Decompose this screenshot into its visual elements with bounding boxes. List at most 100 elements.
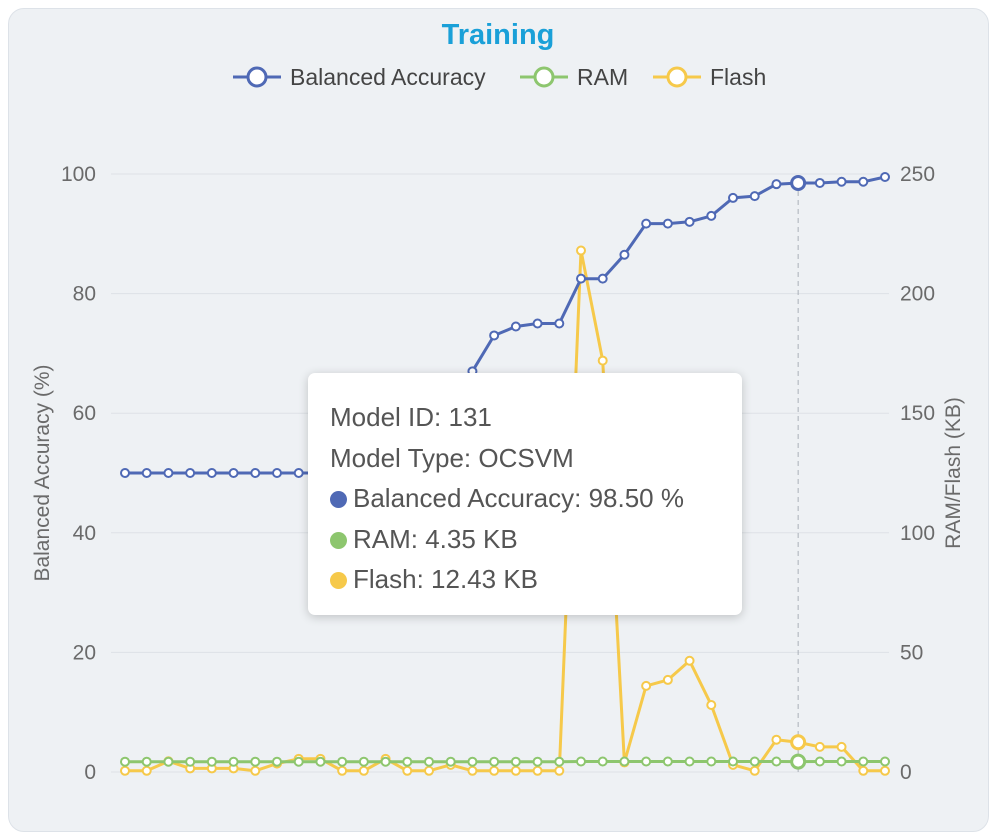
- tooltip-model-id: Model ID: 131: [330, 402, 492, 432]
- data-point: [272, 756, 282, 767]
- left-tick-label: 80: [73, 283, 96, 306]
- data-point: [554, 765, 565, 776]
- data-point: [858, 756, 869, 767]
- data-point: [662, 674, 673, 685]
- data-point: [402, 756, 413, 767]
- data-point: [206, 756, 217, 767]
- data-point: [185, 756, 196, 767]
- legend-marker: [533, 66, 555, 88]
- data-point: [880, 756, 890, 767]
- data-point: [641, 680, 652, 691]
- data-point: [120, 468, 130, 478]
- accuracy-dot-icon: [330, 491, 347, 508]
- data-point: [163, 468, 174, 478]
- data-point: [141, 756, 152, 767]
- data-point: [771, 756, 782, 767]
- data-point: [771, 179, 782, 190]
- data-point: [120, 756, 130, 767]
- data-point: [445, 756, 456, 767]
- data-point: [790, 734, 807, 751]
- data-point: [228, 468, 239, 478]
- data-point: [684, 216, 695, 227]
- data-point: [728, 756, 738, 767]
- left-axis-title: Balanced Accuracy (%): [31, 364, 54, 581]
- data-point: [576, 245, 586, 256]
- tooltip-flash-row: Flash: 12.43 KB: [330, 559, 742, 600]
- data-point: [597, 273, 608, 284]
- data-point: [662, 218, 673, 229]
- left-tick-label: 40: [73, 522, 96, 545]
- data-point: [597, 355, 608, 366]
- data-point: [880, 765, 890, 776]
- legend: Balanced Accuracy RAM Flash: [233, 64, 766, 90]
- data-point: [467, 756, 478, 767]
- flash-dot-icon: [330, 572, 347, 589]
- right-tick-label: 150: [900, 402, 935, 425]
- data-point: [554, 756, 565, 767]
- data-point: [554, 318, 565, 329]
- left-tick-label: 20: [73, 641, 96, 664]
- data-point: [510, 756, 521, 767]
- data-point: [489, 765, 500, 776]
- data-point: [293, 468, 304, 478]
- data-point: [163, 756, 174, 767]
- data-point: [706, 210, 717, 221]
- data-point: [510, 321, 521, 332]
- right-tick-label: 250: [900, 163, 935, 186]
- data-point: [836, 756, 847, 767]
- legend-marker: [246, 66, 268, 88]
- tooltip-ram: RAM: 4.35 KB: [353, 523, 518, 554]
- data-point: [619, 249, 630, 260]
- tooltip-ram-row: RAM: 4.35 KB: [330, 519, 742, 560]
- data-point: [315, 756, 326, 767]
- tooltip-model-type: Model Type: OCSVM: [330, 442, 574, 473]
- data-point: [489, 330, 500, 341]
- data-point: [532, 765, 543, 776]
- data-point: [424, 765, 434, 776]
- data-point: [771, 734, 782, 745]
- data-point: [749, 191, 760, 202]
- data-point: [706, 700, 717, 711]
- data-point: [749, 765, 760, 776]
- legend-label: Flash: [710, 64, 766, 90]
- data-point: [358, 756, 369, 767]
- data-point: [250, 468, 261, 478]
- data-point: [880, 171, 890, 182]
- data-point: [684, 756, 695, 767]
- data-point: [337, 756, 348, 767]
- data-point: [185, 468, 196, 478]
- right-tick-label: 100: [900, 522, 935, 545]
- legend-marker: [666, 66, 688, 88]
- data-point: [641, 218, 652, 229]
- data-point: [836, 741, 847, 752]
- data-point: [272, 468, 282, 478]
- hover-tooltip: Model ID: 131 Model Type: OCSVM Balanced…: [308, 373, 742, 615]
- data-point: [141, 765, 152, 776]
- right-tick-label: 200: [900, 283, 935, 306]
- data-point: [467, 765, 478, 776]
- data-point: [706, 756, 717, 767]
- tooltip-accuracy: Balanced Accuracy: 98.50 %: [353, 483, 684, 513]
- data-point: [814, 741, 825, 752]
- chart-title: Training: [442, 19, 555, 51]
- right-tick-label: 50: [900, 641, 923, 664]
- data-point: [858, 765, 869, 776]
- data-point: [749, 756, 760, 767]
- legend-label: Balanced Accuracy: [290, 64, 486, 90]
- data-point: [684, 655, 695, 666]
- data-point: [814, 177, 825, 188]
- data-point: [337, 765, 348, 776]
- data-point: [120, 765, 130, 776]
- data-point: [402, 765, 413, 776]
- data-point: [424, 756, 434, 767]
- data-point: [662, 756, 673, 767]
- data-point: [790, 174, 807, 191]
- left-tick-label: 60: [73, 402, 96, 425]
- right-axis-title: RAM/Flash (KB): [942, 397, 965, 549]
- data-point: [250, 765, 261, 776]
- data-point: [510, 765, 521, 776]
- tooltip-accuracy-row: Balanced Accuracy: 98.50 %: [330, 478, 742, 519]
- axes: 0 0 20 50 40 100 60 150 80 200 100 250: [61, 163, 935, 784]
- data-point: [489, 756, 500, 767]
